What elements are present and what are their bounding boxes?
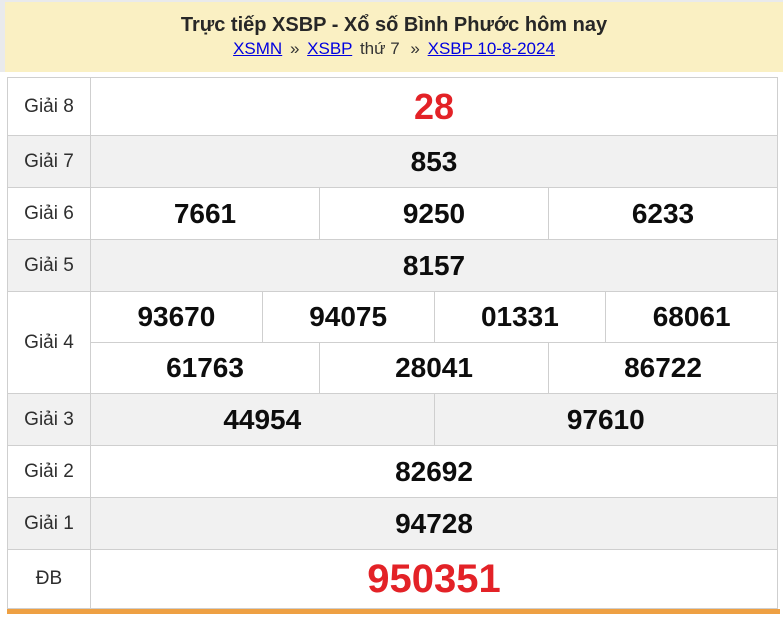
prize-label: Giải 4 [7, 291, 91, 394]
prize-number: 9250 [319, 187, 549, 240]
prize-number: 93670 [90, 291, 263, 343]
prize-number: 97610 [433, 393, 778, 446]
header-wrap: Trực tiếp XSBP - Xổ số Bình Phước hôm na… [0, 0, 783, 72]
prize-number: 01331 [433, 291, 607, 343]
prize-number: 28041 [319, 342, 549, 394]
prize-number: 950351 [90, 549, 778, 609]
prize-number: 28 [90, 77, 778, 136]
breadcrumb-link-xsmn[interactable]: XSMN [233, 39, 283, 58]
prize-label: Giải 2 [7, 445, 91, 498]
prize-label: Giải 5 [7, 239, 91, 292]
page-header: Trực tiếp XSBP - Xổ số Bình Phước hôm na… [5, 2, 783, 72]
breadcrumb-text-weekday: thứ 7 [359, 39, 400, 58]
prize-number: 7661 [90, 187, 320, 240]
prize-number: 8157 [90, 239, 778, 292]
table-row-prize-3: Giải 3 44954 97610 [7, 393, 778, 446]
table-row-prize-6: Giải 6 7661 9250 6233 [7, 187, 778, 240]
prize-number: 94728 [90, 497, 778, 550]
prize-number: 86722 [548, 342, 778, 394]
breadcrumb-separator: » [289, 39, 300, 58]
table-row-prize-7: Giải 7 853 [7, 135, 778, 188]
table-row-prize-1: Giải 1 94728 [7, 497, 778, 550]
prize-label: Giải 3 [7, 393, 91, 446]
prize-label: Giải 6 [7, 187, 91, 240]
table-row-prize-special: ĐB 950351 [7, 549, 778, 609]
page-title: Trực tiếp XSBP - Xổ số Bình Phước hôm na… [180, 14, 608, 36]
prize-label: ĐB [7, 549, 91, 609]
table-row-prize-8: Giải 8 28 [7, 77, 778, 136]
bottom-accent-bar [7, 609, 780, 614]
prize-number: 44954 [90, 393, 435, 446]
breadcrumb-link-xsbp-date[interactable]: XSBP 10-8-2024 [427, 39, 555, 58]
table-row-prize-2: Giải 2 82692 [7, 445, 778, 498]
prize-number: 94075 [261, 291, 435, 343]
lottery-results-table: Giải 8 28 Giải 7 853 Giải 6 7661 9250 62… [7, 77, 778, 609]
prize-number: 6233 [548, 187, 778, 240]
breadcrumb: XSMN » XSBP thứ 7 » XSBP 10-8-2024 [5, 37, 783, 61]
prize-label: Giải 8 [7, 77, 91, 136]
table-row-prize-5: Giải 5 8157 [7, 239, 778, 292]
prize-number: 61763 [90, 342, 320, 394]
prize-label: Giải 1 [7, 497, 91, 550]
prize-number: 68061 [605, 291, 778, 343]
prize-number: 82692 [90, 445, 778, 498]
table-row-prize-4a: Giải 4 93670 94075 01331 68061 [7, 291, 778, 394]
breadcrumb-link-xsbp[interactable]: XSBP [307, 39, 353, 58]
prize-label: Giải 7 [7, 135, 91, 188]
breadcrumb-separator: » [410, 39, 420, 58]
table-row-prize-4b: 61763 28041 86722 [8, 342, 778, 394]
prize-number: 853 [90, 135, 778, 188]
